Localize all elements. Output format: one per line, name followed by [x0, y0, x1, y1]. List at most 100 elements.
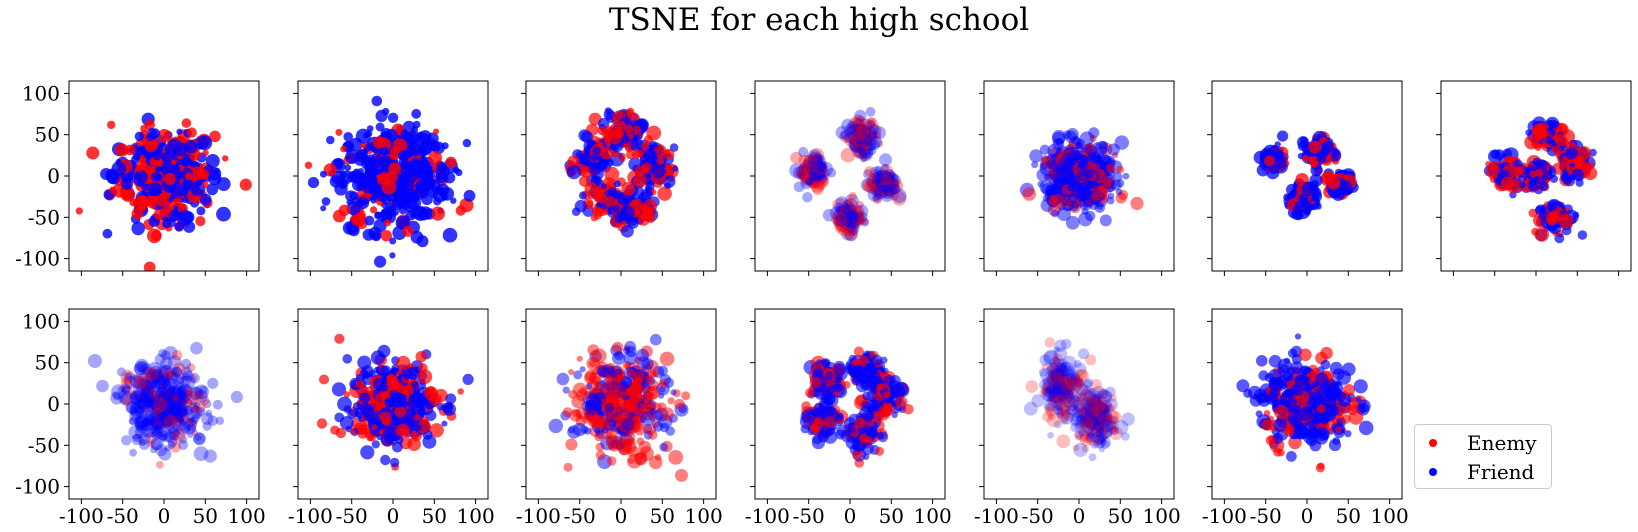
point-friend — [148, 398, 161, 411]
point-friend — [1055, 381, 1066, 392]
point-friend — [189, 386, 203, 400]
point-friend — [173, 402, 182, 412]
point-enemy — [614, 129, 624, 139]
point-friend — [441, 420, 448, 427]
point-enemy — [658, 379, 668, 389]
point-enemy — [804, 162, 814, 173]
point-friend — [138, 432, 151, 445]
point-friend — [183, 409, 196, 422]
point-friend — [368, 226, 382, 240]
point-enemy — [616, 121, 627, 131]
point-friend — [149, 389, 161, 401]
point-friend — [168, 387, 181, 400]
point-friend — [621, 376, 633, 388]
point-friend — [1090, 181, 1099, 190]
point-enemy — [634, 165, 647, 177]
point-friend — [158, 390, 169, 401]
point-enemy — [851, 145, 865, 158]
point-friend — [125, 401, 138, 414]
point-friend — [165, 418, 172, 425]
point-friend — [1060, 365, 1076, 381]
point-friend — [829, 206, 844, 221]
point-enemy — [604, 376, 613, 384]
point-enemy — [600, 147, 613, 160]
point-enemy — [157, 129, 172, 143]
point-enemy — [811, 157, 822, 168]
point-enemy — [184, 386, 193, 395]
point-friend — [872, 181, 880, 189]
point-friend — [1290, 189, 1298, 196]
point-friend — [874, 174, 886, 186]
point-friend — [190, 341, 203, 355]
point-enemy — [1061, 381, 1076, 395]
point-friend — [1292, 205, 1302, 215]
point-friend — [1049, 357, 1061, 369]
point-enemy — [864, 179, 878, 194]
point-enemy — [847, 215, 860, 228]
point-friend — [177, 391, 190, 404]
point-friend — [442, 402, 456, 416]
point-friend — [153, 372, 164, 384]
point-friend — [879, 153, 892, 167]
point-friend — [1042, 388, 1057, 402]
point-friend — [152, 394, 166, 407]
point-enemy — [1054, 392, 1065, 403]
point-friend — [833, 363, 847, 376]
point-enemy — [849, 217, 862, 229]
point-enemy — [170, 416, 182, 428]
point-friend — [155, 423, 169, 437]
point-enemy — [591, 418, 599, 425]
point-enemy — [860, 137, 868, 145]
point-friend — [168, 427, 180, 439]
point-friend — [146, 133, 155, 142]
point-friend — [874, 165, 883, 174]
point-friend — [1048, 389, 1058, 399]
point-friend — [179, 393, 191, 405]
point-friend — [137, 403, 150, 417]
point-friend — [636, 348, 649, 362]
point-enemy — [1326, 176, 1341, 190]
y-tick-label: 50 — [35, 351, 60, 375]
point-friend — [878, 181, 892, 194]
scatter-points — [1253, 130, 1359, 221]
point-enemy — [842, 212, 849, 220]
point-friend — [134, 404, 145, 414]
point-enemy — [647, 430, 658, 440]
point-enemy — [186, 127, 197, 138]
point-friend — [169, 409, 184, 424]
point-friend — [157, 400, 172, 415]
point-friend — [138, 378, 151, 392]
point-friend — [809, 174, 816, 181]
point-friend — [1053, 420, 1062, 429]
point-friend — [863, 137, 877, 152]
point-friend — [643, 148, 657, 162]
point-friend — [176, 412, 183, 419]
point-friend — [163, 396, 177, 411]
point-friend — [1052, 138, 1065, 151]
point-enemy — [1091, 191, 1101, 202]
point-enemy — [1506, 179, 1521, 194]
point-enemy — [172, 395, 180, 403]
point-friend — [1045, 370, 1056, 381]
point-enemy — [1537, 127, 1549, 139]
point-friend — [1043, 398, 1058, 413]
point-friend — [178, 396, 187, 405]
point-friend — [1055, 386, 1071, 401]
point-friend — [584, 400, 600, 415]
point-friend — [184, 384, 191, 391]
point-friend — [805, 166, 815, 175]
point-enemy — [855, 142, 867, 154]
point-enemy — [154, 193, 168, 207]
point-friend — [837, 205, 846, 214]
point-friend — [1063, 373, 1077, 387]
point-friend — [380, 454, 391, 466]
point-friend — [1031, 394, 1045, 408]
point-friend — [207, 415, 218, 427]
point-friend — [162, 219, 172, 229]
point-enemy — [809, 376, 822, 389]
point-friend — [167, 392, 178, 403]
point-friend — [841, 227, 855, 241]
point-enemy — [842, 381, 851, 389]
point-friend — [129, 402, 144, 417]
point-enemy — [378, 411, 392, 425]
